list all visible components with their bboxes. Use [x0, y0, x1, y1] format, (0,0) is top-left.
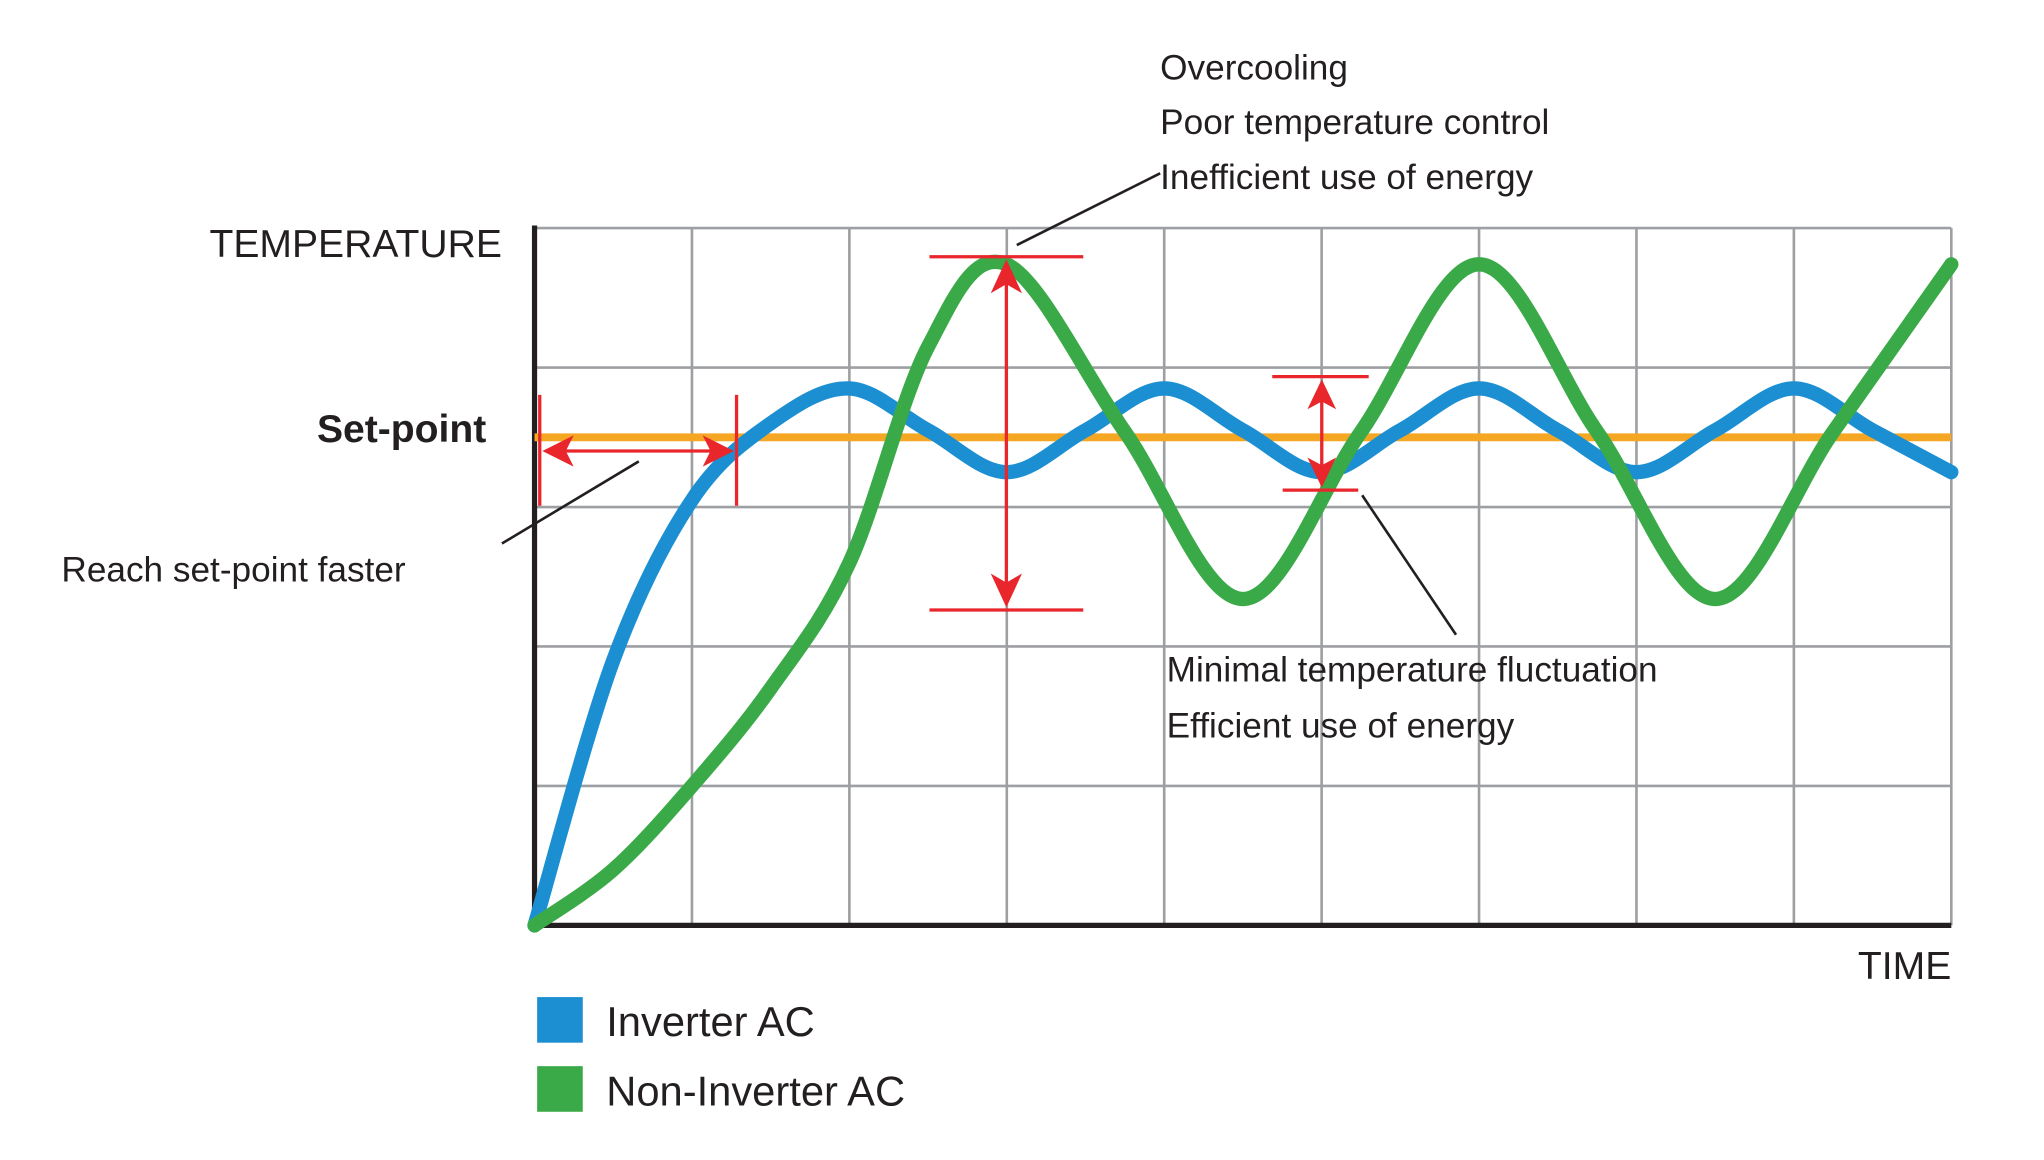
series-line-non-inverter [527, 254, 1959, 933]
leader-overcooling [1016, 172, 1161, 247]
arrowhead-up [990, 259, 1022, 294]
leader-lines [501, 172, 1458, 636]
y-axis-label: TEMPERATURE [209, 223, 501, 266]
setpoint-label: Set-point [317, 408, 486, 451]
legend-label-non-inverter: Non-Inverter AC [606, 1067, 905, 1114]
legend: Inverter AC Non-Inverter AC [537, 997, 905, 1114]
annotation-overcooling-3: Inefficient use of energy [1160, 158, 1533, 197]
leader-minimal [1361, 494, 1458, 636]
arrowhead-down-small [1307, 457, 1337, 488]
annotation-minimal-1: Minimal temperature fluctuation [1167, 651, 1658, 690]
arrowhead-up-small [1307, 379, 1337, 410]
leader-faster [501, 460, 640, 545]
arrowhead-right [702, 435, 734, 467]
legend-swatch-inverter [537, 997, 583, 1043]
annotation-faster: Reach set-point faster [61, 550, 406, 589]
arrowhead-left [542, 435, 574, 467]
annotation-minimal-2: Efficient use of energy [1167, 707, 1515, 746]
legend-label-inverter: Inverter AC [606, 998, 815, 1045]
arrowhead-down [990, 573, 1022, 608]
markers [538, 255, 1369, 612]
series-group [527, 254, 1959, 933]
grid [534, 226, 1953, 926]
annotation-overcooling-1: Overcooling [1160, 49, 1348, 88]
series-line-inverter [527, 381, 1959, 933]
legend-swatch-non-inverter [537, 1066, 583, 1112]
x-axis-label: TIME [1858, 945, 1951, 988]
annotation-overcooling-2: Poor temperature control [1160, 103, 1549, 142]
